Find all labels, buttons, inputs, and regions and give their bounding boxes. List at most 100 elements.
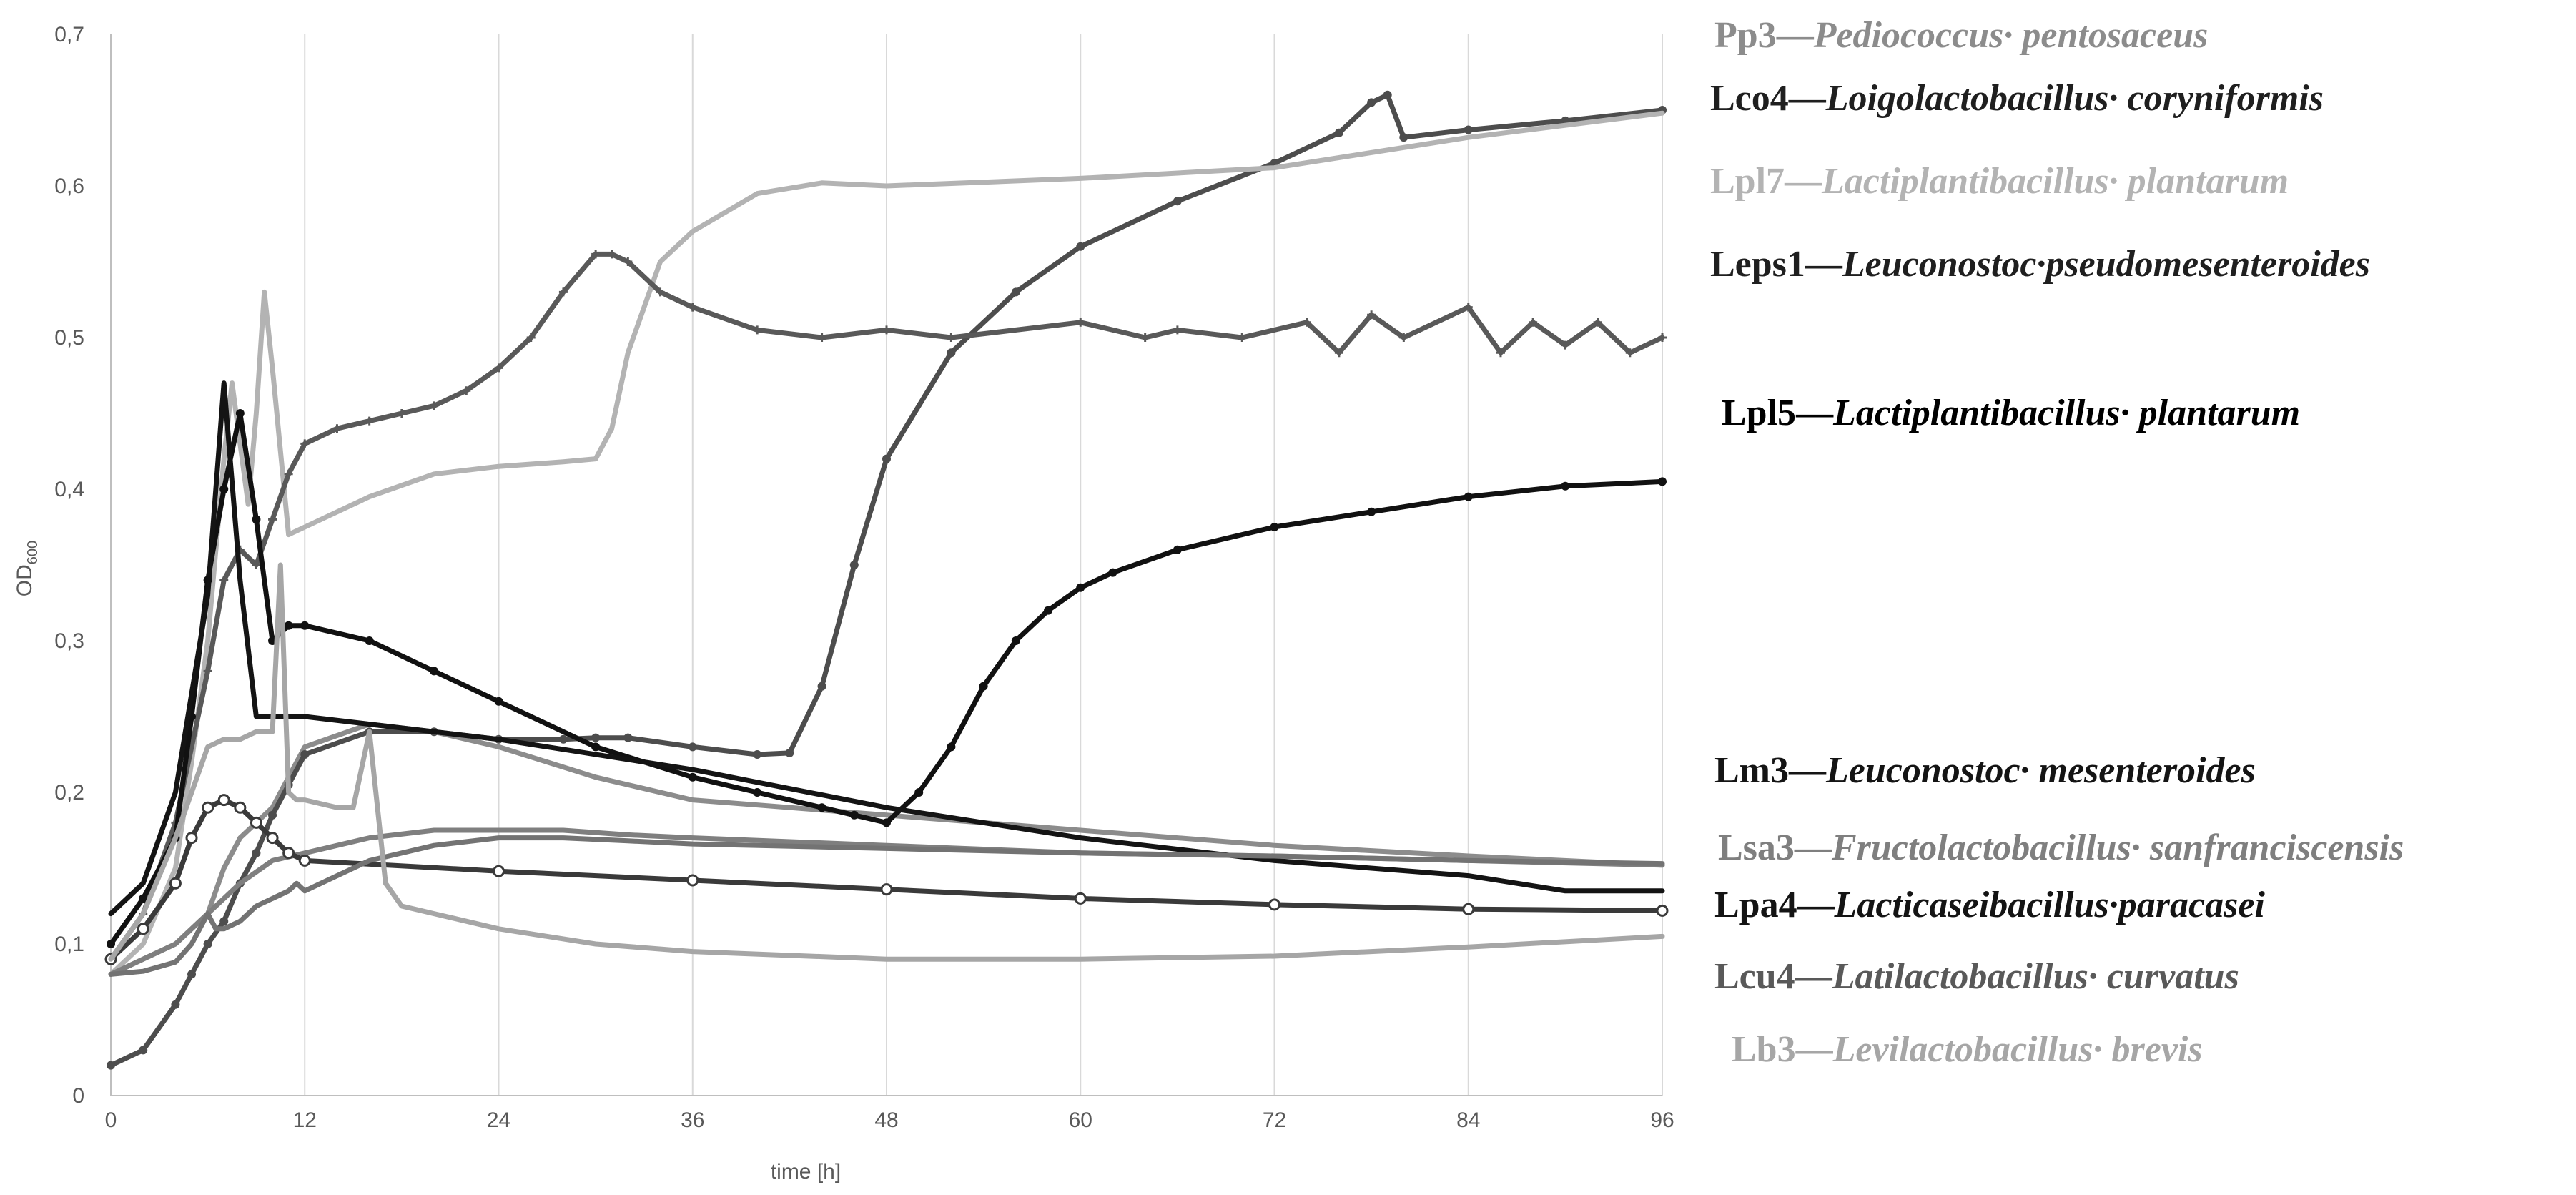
data-point (1462, 903, 1475, 915)
data-point (365, 416, 374, 426)
data-point (1074, 892, 1087, 905)
data-point (1076, 318, 1085, 327)
y-tick-label: 0,6 (54, 174, 84, 198)
x-tick-label: 72 (1263, 1108, 1286, 1132)
data-point (1173, 545, 1182, 554)
data-point (1561, 481, 1570, 491)
data-point (284, 621, 293, 630)
x-tick-label: 48 (874, 1108, 898, 1132)
data-point (494, 697, 503, 706)
data-point (882, 818, 891, 827)
data-point (284, 469, 293, 478)
series-line (108, 797, 1665, 962)
y-axis-title-main: OD (13, 564, 36, 596)
data-point (1173, 197, 1182, 206)
y-tick-label: 0,2 (54, 781, 84, 805)
series-line (108, 562, 1665, 962)
series-line (108, 251, 1665, 962)
data-point (430, 667, 439, 676)
data-point (202, 801, 214, 814)
data-point (219, 576, 229, 585)
data-point (688, 742, 697, 752)
data-point (1656, 904, 1669, 917)
data-point (1464, 303, 1473, 312)
data-point (1302, 318, 1311, 327)
data-point (558, 734, 568, 744)
data-point (947, 333, 956, 342)
data-point (1076, 583, 1085, 592)
data-point (332, 424, 342, 433)
data-point (171, 1000, 180, 1009)
data-point (817, 682, 826, 691)
data-point (139, 1046, 148, 1055)
data-point (591, 250, 601, 259)
series-lpa4 (104, 794, 1669, 965)
y-tick-label: 0,5 (54, 326, 84, 350)
x-tick-label: 36 (681, 1108, 704, 1132)
x-tick-label: 60 (1069, 1108, 1092, 1132)
y-tick-label: 0,7 (54, 23, 84, 46)
data-point (169, 877, 182, 890)
data-point (252, 561, 261, 569)
y-tick-label: 0 (72, 1084, 84, 1108)
data-point (397, 409, 406, 418)
x-axis-title: time [h] (771, 1160, 841, 1184)
data-point (849, 561, 859, 569)
x-tick-label: 12 (293, 1108, 317, 1132)
data-point (268, 810, 277, 820)
data-point (1334, 128, 1343, 137)
data-point (785, 748, 794, 757)
data-point (1238, 333, 1247, 342)
data-point (591, 733, 601, 742)
y-tick-label: 0,3 (54, 629, 84, 653)
data-point (591, 742, 601, 752)
data-point (282, 847, 295, 860)
data-point (137, 923, 149, 935)
data-point (219, 485, 229, 493)
data-point (252, 848, 261, 857)
data-point (185, 832, 198, 845)
data-point (1658, 333, 1667, 342)
data-point (914, 788, 924, 797)
data-point (203, 667, 212, 676)
data-point (688, 772, 697, 782)
data-point (688, 303, 697, 312)
data-point (1561, 340, 1570, 350)
series-lco4 (107, 90, 1667, 1070)
data-point (947, 742, 956, 752)
x-tick-label: 0 (105, 1108, 117, 1132)
data-point (880, 883, 893, 896)
series-lm3 (108, 380, 1665, 917)
series-lcu4 (108, 835, 1665, 977)
data-point (849, 810, 859, 820)
data-point (139, 894, 148, 903)
y-axis-title-subscript: 600 (25, 541, 41, 564)
svg-text:OD600: OD600 (13, 541, 41, 596)
data-point (217, 794, 230, 807)
data-point (607, 250, 616, 259)
data-point (203, 940, 212, 948)
axes (110, 34, 1662, 1096)
data-point (1140, 333, 1150, 342)
data-point (430, 401, 439, 410)
data-point (656, 287, 665, 297)
series-lb3 (108, 562, 1665, 962)
data-point (493, 865, 505, 877)
data-point (235, 409, 245, 418)
data-point (1658, 477, 1667, 486)
data-point (947, 348, 956, 358)
data-point (1268, 898, 1280, 911)
data-point (1625, 348, 1634, 358)
data-point (1108, 568, 1117, 577)
data-point (187, 970, 197, 979)
data-point (817, 333, 826, 342)
data-point (526, 333, 536, 342)
data-point (1383, 90, 1392, 99)
data-point (623, 733, 633, 742)
data-point (1399, 333, 1408, 342)
data-point (1044, 606, 1053, 615)
data-point (1399, 133, 1408, 142)
data-point (1464, 125, 1473, 134)
y-tick-label: 0,1 (54, 933, 84, 956)
data-point (1270, 523, 1279, 531)
